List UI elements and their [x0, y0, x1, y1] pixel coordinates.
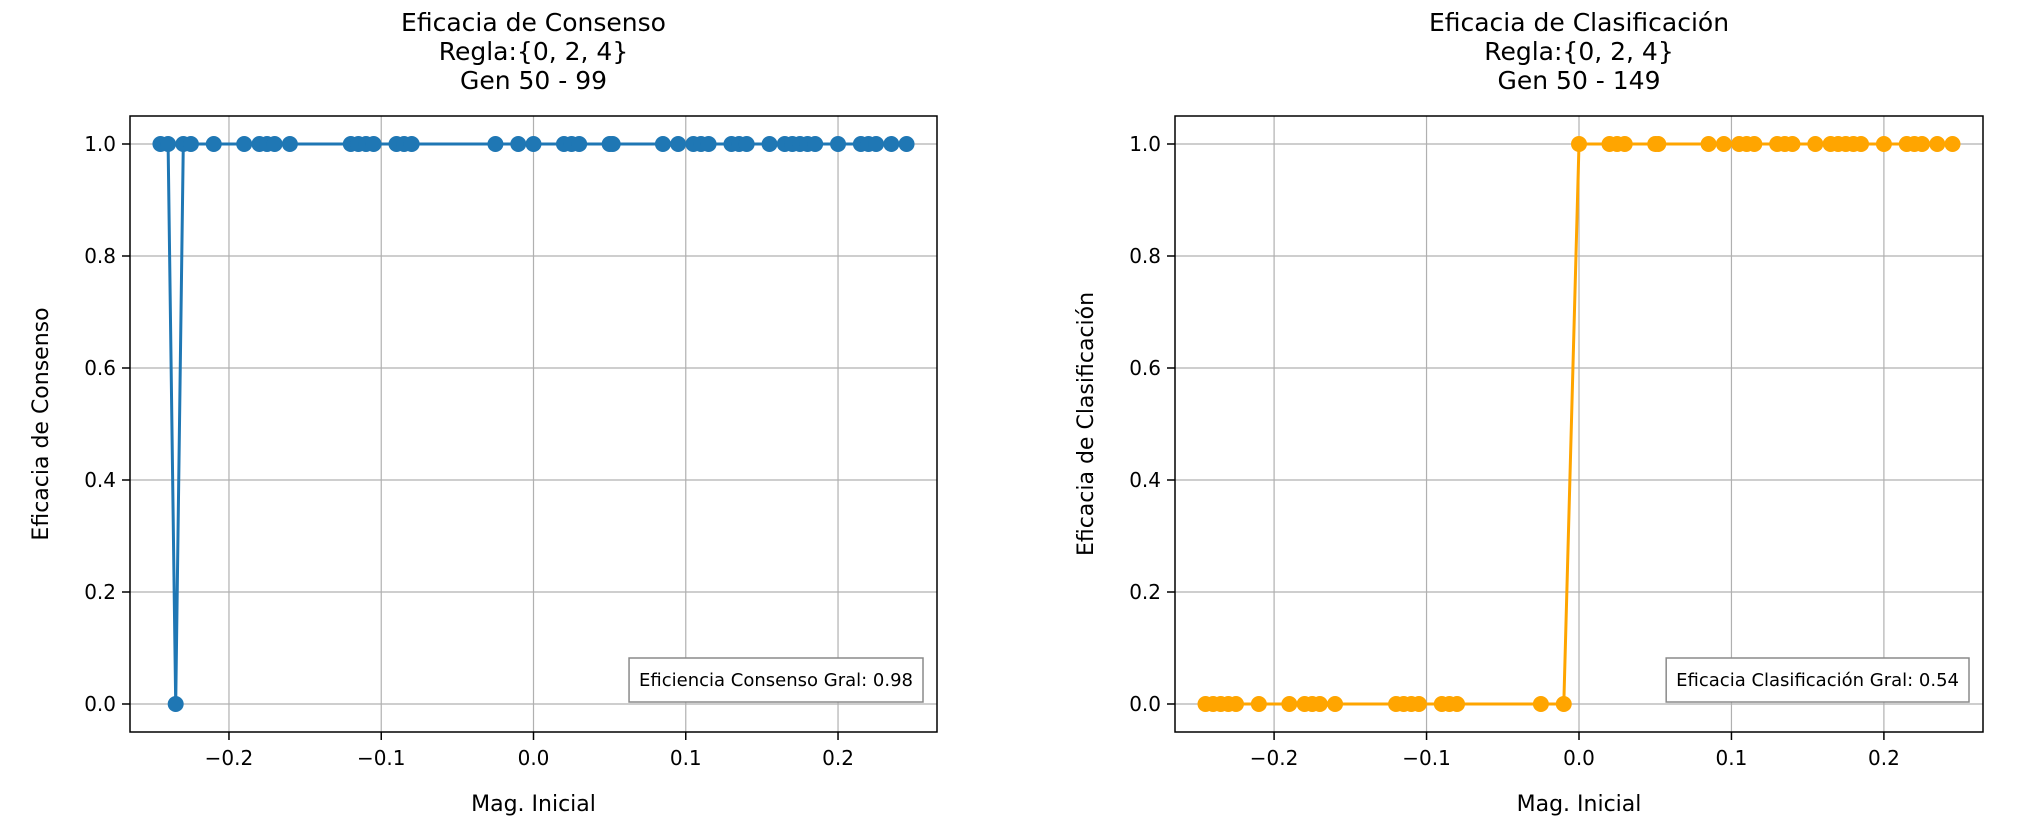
chart-title-line-1: Eficacia de Clasificación — [1429, 8, 1729, 37]
data-point — [487, 136, 504, 152]
x-tick-label: 0.0 — [518, 746, 550, 770]
data-point — [1875, 136, 1892, 152]
x-tick-label: −0.2 — [205, 746, 254, 770]
x-axis-label: Mag. Inicial — [471, 792, 596, 817]
data-point — [868, 136, 885, 152]
data-point — [1700, 136, 1717, 152]
data-point — [1650, 136, 1667, 152]
data-point — [1715, 136, 1732, 152]
data-point — [205, 136, 222, 152]
y-tick-label: 0.4 — [84, 468, 116, 492]
data-point — [1250, 696, 1267, 712]
x-axis-label: Mag. Inicial — [1517, 792, 1642, 817]
y-tick-label: 0.4 — [1129, 468, 1161, 492]
data-point — [761, 136, 778, 152]
data-point — [525, 136, 542, 152]
data-point — [830, 136, 847, 152]
data-point — [1532, 696, 1549, 712]
y-axis-label: Eficacia de Clasificación — [1074, 292, 1099, 556]
data-point — [1555, 696, 1572, 712]
x-tick-label: −0.1 — [1402, 746, 1451, 770]
y-tick-label: 0.8 — [84, 244, 116, 268]
annotation-text: Eficacia Clasificación Gral: 0.54 — [1676, 670, 1959, 691]
data-point — [1281, 696, 1298, 712]
x-tick-label: −0.1 — [357, 746, 406, 770]
data-point — [1616, 136, 1633, 152]
data-point — [1327, 696, 1344, 712]
data-point — [160, 136, 177, 152]
y-tick-label: 0.2 — [1129, 580, 1161, 604]
chart-title-line-3: Gen 50 - 149 — [1498, 66, 1661, 95]
chart-2: −0.2 −0.1 0.0 0.1 0.2 0.0 0.2 0.4 0.6 0.8 1.0 Efica… — [1074, 8, 1984, 817]
y-tick-label: 1.0 — [1129, 132, 1161, 156]
y-tick-label: 0.8 — [1129, 244, 1161, 268]
data-point — [403, 136, 420, 152]
chart-1: −0.2 −0.1 0.0 0.1 0.2 0.0 0.2 0.4 0.6 0.8 1.0 Efica… — [29, 8, 938, 817]
annotation-text: Eficiencia Consenso Gral: 0.98 — [639, 670, 913, 691]
annotation-box — [1665, 657, 1970, 703]
data-point — [1853, 136, 1870, 152]
data-point — [1784, 136, 1801, 152]
data-point — [510, 136, 527, 152]
data-point — [1807, 136, 1824, 152]
data-point — [604, 136, 621, 152]
data-point — [1914, 136, 1931, 152]
y-tick-label: 0.6 — [84, 356, 116, 380]
data-point — [1311, 696, 1328, 712]
data-point — [281, 136, 298, 152]
data-point — [571, 136, 588, 152]
y-tick-label: 0.2 — [84, 580, 116, 604]
data-point — [1571, 136, 1587, 152]
x-tick-label: 0.1 — [670, 746, 702, 770]
y-tick-label: 1.0 — [84, 132, 116, 156]
chart-title-line-2: Regla:{0, 2, 4} — [439, 37, 629, 66]
data-point — [167, 696, 184, 712]
y-tick-label: 0.6 — [1129, 356, 1161, 380]
data-point — [365, 136, 382, 152]
data-point — [738, 136, 755, 152]
data-point — [654, 136, 671, 152]
x-tick-label: 0.0 — [1563, 746, 1595, 770]
data-point — [1746, 136, 1763, 152]
data-point — [1227, 696, 1244, 712]
data-point — [898, 136, 915, 152]
chart-title-line-2: Regla:{0, 2, 4} — [1484, 37, 1674, 66]
chart-title-line-3: Gen 50 - 99 — [460, 66, 607, 95]
data-point — [1449, 696, 1466, 712]
x-tick-label: 0.2 — [1868, 746, 1900, 770]
data-point — [807, 136, 824, 152]
data-point — [700, 136, 717, 152]
y-tick-label: 0.0 — [1129, 692, 1161, 716]
chart-title-line-1: Eficacia de Consenso — [401, 8, 666, 37]
x-tick-label: −0.2 — [1250, 746, 1299, 770]
annotation-box — [628, 657, 924, 703]
data-point — [1410, 696, 1427, 712]
data-point — [266, 136, 283, 152]
x-tick-label: 0.2 — [822, 746, 854, 770]
data-point — [182, 136, 199, 152]
data-point — [1929, 136, 1946, 152]
data-point — [883, 136, 900, 152]
x-tick-label: 0.1 — [1716, 746, 1748, 770]
y-tick-label: 0.0 — [84, 692, 116, 716]
data-point — [1944, 136, 1961, 152]
data-point — [236, 136, 253, 152]
y-axis-label: Eficacia de Consenso — [29, 307, 54, 540]
data-point — [670, 136, 687, 152]
